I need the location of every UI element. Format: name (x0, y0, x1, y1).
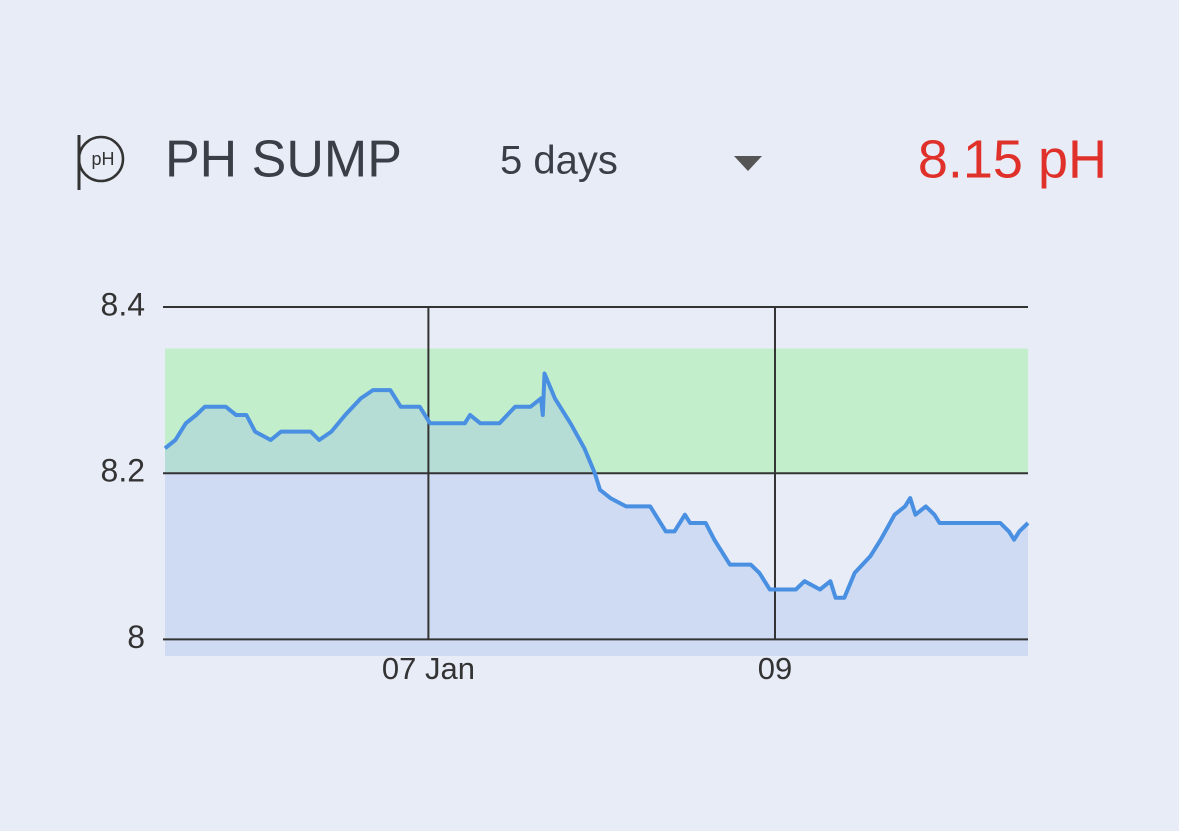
y-tick-label: 8 (127, 619, 145, 655)
ph-icon: pH (77, 135, 125, 190)
dropdown-arrow[interactable] (734, 156, 762, 171)
x-tick-label: 07 Jan (382, 651, 475, 686)
target-band (165, 348, 1028, 474)
y-tick-label: 8.4 (101, 286, 145, 322)
x-tick-label: 09 (758, 651, 792, 686)
icon-text: pH (91, 149, 114, 169)
title: PH SUMP (165, 131, 402, 189)
line (163, 371, 1030, 600)
reading: 8.15 pH (918, 129, 1107, 189)
period-select[interactable]: 5 days (500, 139, 618, 183)
y-tick-label: 8.2 (101, 453, 145, 489)
